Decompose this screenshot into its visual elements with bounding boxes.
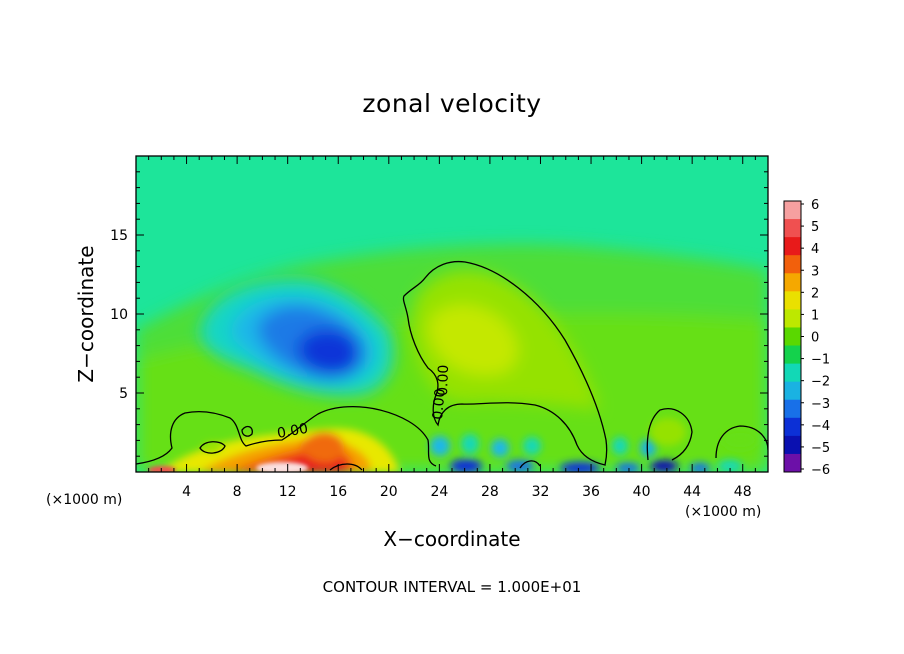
colorbar-swatch — [784, 327, 801, 347]
colorbar-swatch — [784, 201, 801, 220]
colorbar-swatch — [784, 291, 801, 310]
x-tick-label: 20 — [380, 484, 398, 500]
colorbar-tick-label: −4 — [811, 419, 830, 434]
contour-small-1 — [199, 441, 226, 454]
x-axis: 4 8 12 16 20 24 28 32 36 40 44 48 — [148, 156, 756, 500]
field-negative-region — [200, 279, 394, 396]
x-tick-label: 28 — [481, 484, 499, 500]
contour-lines — [136, 260, 768, 471]
y-axis: 5 10 15 — [110, 171, 768, 457]
colorbar-swatch — [784, 255, 801, 274]
chart-title: zonal velocity — [362, 89, 541, 118]
colorbar-tick-label: 2 — [811, 286, 819, 301]
x-tick-label: 48 — [734, 484, 752, 500]
colorbar-tick-label: −1 — [811, 353, 830, 368]
contour-zero-plume — [402, 260, 608, 466]
x-tick-label: 4 — [182, 484, 191, 500]
y-axis-label: Z−coordinate — [74, 245, 98, 382]
contour-label: 0.00 — [276, 421, 309, 442]
contour-interval: CONTOUR INTERVAL = 1.000E+01 — [323, 578, 582, 596]
contour-small-2 — [241, 425, 253, 437]
x-tick-label: 12 — [279, 484, 297, 500]
colorbar-swatch — [784, 273, 801, 292]
colorbar-tick-label: 0 — [811, 331, 819, 346]
x-tick-label: 24 — [430, 484, 448, 500]
y-tick-label: 5 — [119, 386, 128, 402]
field-small-positives — [202, 418, 758, 452]
contour-label: 0.00 — [435, 364, 452, 396]
x-tick-label: 8 — [233, 484, 242, 500]
colorbar-tick-label: 3 — [811, 264, 819, 279]
x-tick-label: 16 — [329, 484, 347, 500]
contour-small-6 — [519, 460, 541, 469]
contour-label: 0.00 — [430, 388, 449, 420]
colorbar-swatch — [784, 399, 801, 419]
x-tick-label: 36 — [582, 484, 600, 500]
colorbar-tick-label: −5 — [811, 441, 830, 456]
colorbar-swatch — [784, 435, 801, 455]
colorbar-swatch — [784, 381, 801, 401]
x-axis-unit-right: (×1000 m) — [685, 504, 761, 520]
colorbar-swatch — [784, 345, 801, 365]
colorbar-tick-label: 6 — [811, 198, 819, 213]
x-tick-label: 40 — [633, 484, 651, 500]
contour-zero-lower — [136, 405, 437, 467]
colorbar-tick-label: −3 — [811, 397, 830, 412]
contour-small-4 — [715, 425, 768, 459]
colorbar-swatch — [784, 363, 801, 383]
y-tick-label: 10 — [110, 307, 128, 323]
colorbar-tick-label: 1 — [811, 308, 819, 323]
colorbar-swatch — [784, 219, 801, 238]
colorbar-tick-label: 5 — [811, 220, 819, 235]
field-hot-core — [148, 462, 308, 472]
x-axis-label: X−coordinate — [383, 527, 520, 551]
colorbar-swatch — [784, 309, 801, 328]
contour-small-3 — [646, 408, 693, 461]
field-near-surface-waves — [430, 434, 742, 472]
colorbar: 6 5 4 3 2 1 0 −1 −2 −3 −4 −5 −6 — [783, 198, 830, 478]
x-tick-label: 32 — [532, 484, 550, 500]
colorbar-tick-label: −6 — [811, 463, 830, 478]
colorbar-swatch — [784, 417, 801, 437]
field-near-surface-positive — [160, 428, 400, 472]
colorbar-tick-label: 4 — [811, 242, 819, 257]
field-positive-plume — [412, 270, 600, 410]
x-tick-label: 44 — [683, 484, 701, 500]
x-axis-unit-left: (×1000 m) — [46, 492, 122, 508]
colorbar-tick-label: −2 — [811, 375, 830, 390]
colorbar-swatch — [784, 453, 801, 473]
contour-small-5 — [329, 463, 363, 471]
heatmap-field — [136, 156, 768, 472]
y-tick-label: 15 — [110, 228, 128, 244]
colorbar-swatch — [784, 237, 801, 256]
